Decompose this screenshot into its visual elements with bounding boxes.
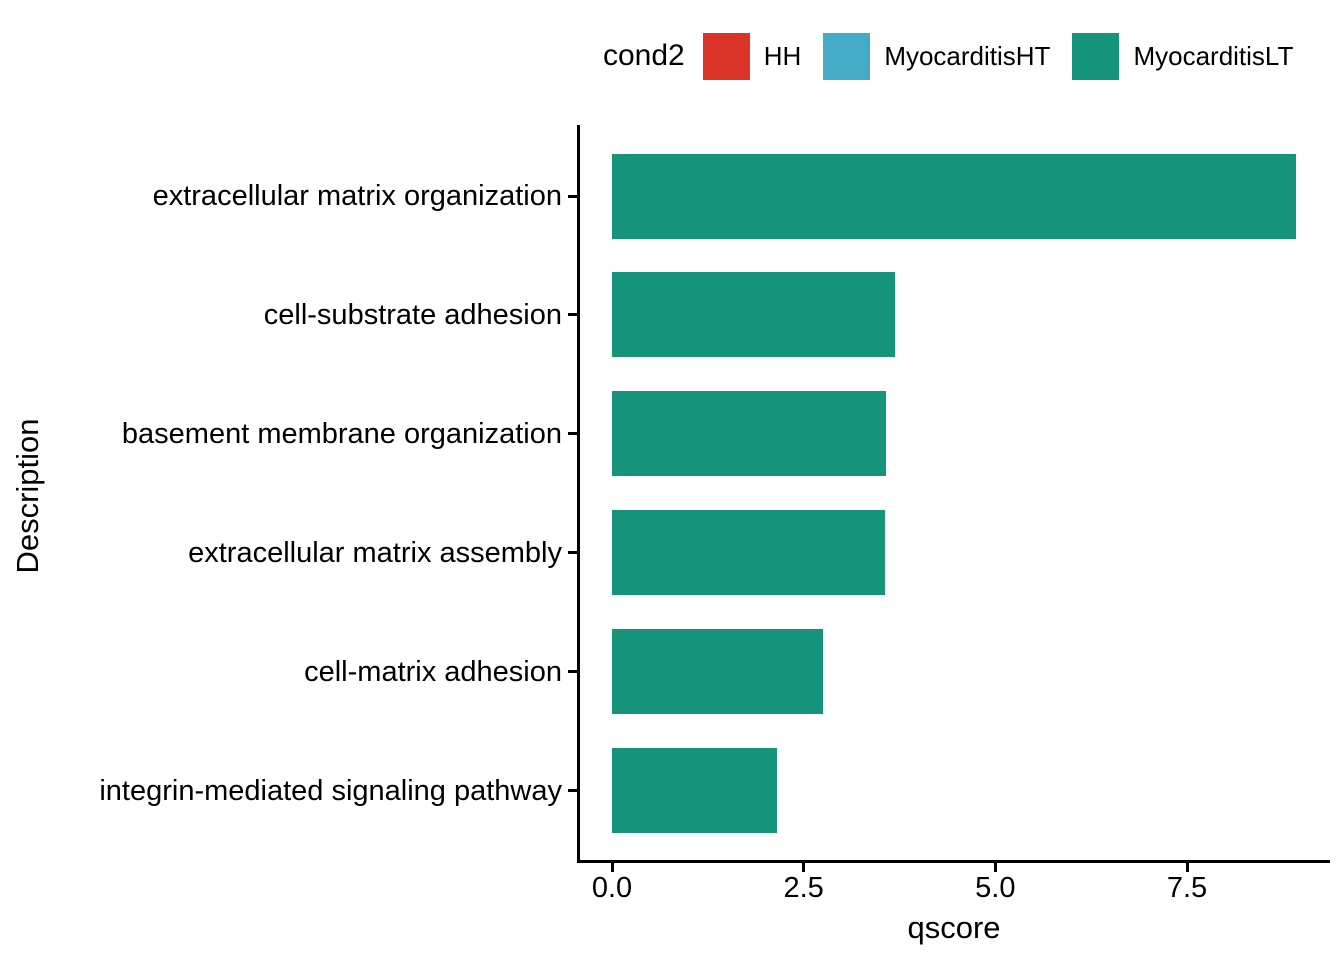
x-axis-line (577, 860, 1330, 863)
legend-item-myocarditis-lt: MyocarditisLT (1072, 32, 1294, 80)
bar (612, 391, 886, 477)
y-axis-line (577, 125, 580, 863)
y-axis-category-label: extracellular matrix assembly (188, 536, 562, 569)
legend-swatch-myocarditis-lt (1072, 32, 1120, 80)
legend-swatch-myocarditis-ht (823, 32, 871, 80)
legend-label-hh: HH (763, 40, 802, 71)
x-tick (610, 863, 614, 872)
bar (612, 272, 895, 358)
x-tick-label: 2.5 (783, 872, 824, 904)
y-tick (568, 670, 577, 674)
bar (612, 153, 1296, 239)
x-tick-label: 5.0 (975, 872, 1016, 904)
legend-label-myocarditis-ht: MyocarditisHT (884, 40, 1051, 71)
y-axis-title: Description (10, 418, 45, 574)
y-axis-category-label: cell-matrix adhesion (304, 655, 562, 688)
bar (612, 510, 885, 596)
x-tick (802, 863, 806, 872)
x-tick-label: 7.5 (1166, 872, 1208, 904)
y-tick (568, 789, 577, 792)
legend-label-myocarditis-lt: MyocarditisLT (1133, 40, 1294, 71)
legend-title: cond2 (603, 39, 685, 72)
y-tick (568, 194, 577, 198)
x-tick-label: 0.0 (591, 872, 633, 904)
y-tick (568, 432, 577, 436)
x-tick (1185, 863, 1189, 872)
legend-swatch-hh (702, 32, 750, 80)
legend-item-myocarditis-ht: MyocarditisHT (823, 32, 1051, 80)
y-axis-category-label: basement membrane organization (121, 417, 562, 450)
legend: cond2 HH MyocarditisHT MyocarditisLT (603, 31, 1315, 81)
x-tick (993, 863, 997, 872)
y-tick (568, 313, 577, 317)
bar (612, 748, 777, 833)
y-axis-category-label: extracellular matrix organization (152, 180, 562, 212)
y-axis-category-label: cell-substrate adhesion (263, 298, 562, 331)
y-tick (568, 551, 577, 555)
x-axis-title: qscore (907, 910, 1001, 945)
legend-item-hh: HH (702, 32, 802, 80)
bar (612, 629, 823, 715)
y-axis-category-label: integrin-mediated signaling pathway (99, 774, 562, 807)
